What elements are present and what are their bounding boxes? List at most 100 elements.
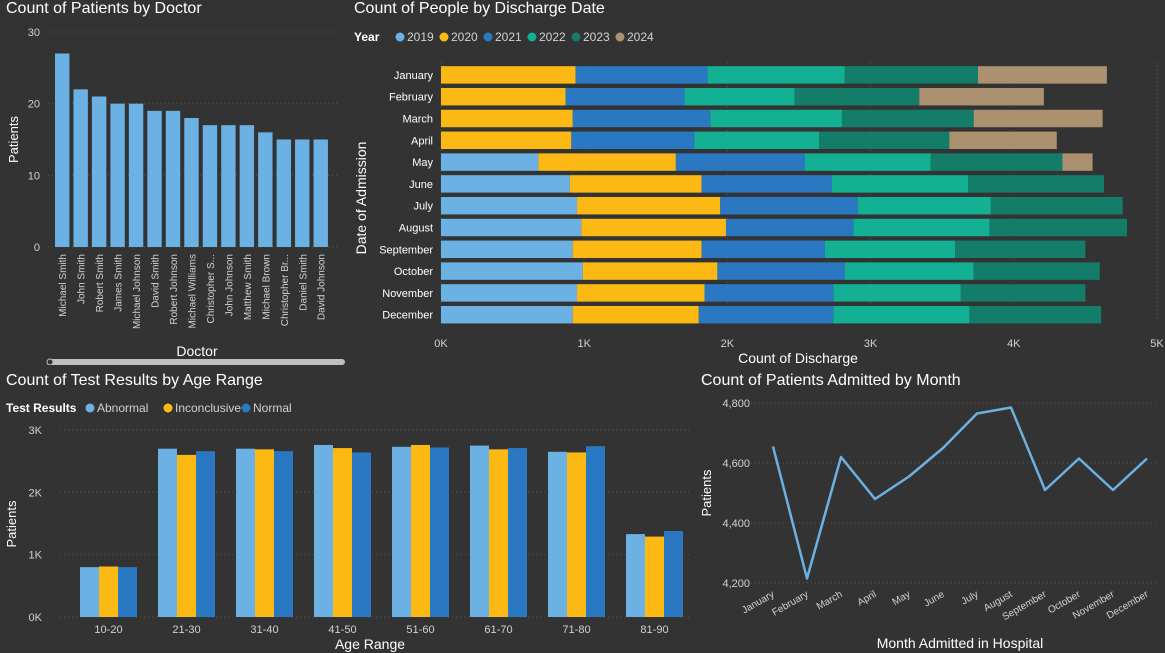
doctor-bar-john-smith (73, 89, 88, 247)
doctor-ytick-label: 10 (28, 170, 40, 182)
doctor-xtick-label: Christopher Br... (280, 254, 291, 326)
discharge-bar-january-2024 (978, 66, 1107, 84)
age-bar-41-50-normal (352, 452, 371, 617)
discharge-bar-february-2022 (684, 87, 795, 106)
discharge-bar-august-2021 (725, 218, 854, 237)
discharge-bar-november-2020 (577, 284, 705, 302)
age-bar-81-90-normal (664, 530, 683, 617)
discharge-ytick-label: June (409, 179, 433, 191)
discharge-bar-july-2021 (720, 196, 858, 215)
discharge-bar-april-2020 (441, 131, 572, 150)
doctor-xtick-label: Michael Brown (261, 254, 272, 320)
discharge-legend-label-2022: 2022 (539, 30, 566, 44)
discharge-bar-june-2020 (569, 175, 702, 193)
doctor-bar-michael-johnson (128, 103, 144, 248)
discharge-bar-november-2019 (441, 284, 578, 302)
discharge-bar-may-2021 (675, 153, 805, 171)
doctor-bar-michael-brown (258, 132, 273, 247)
doctor-bar-james-smith (110, 103, 125, 248)
discharge-x-axis-title: Count of Discharge (738, 350, 858, 366)
discharge-bar-december-2021 (698, 305, 834, 324)
discharge-ytick-label: October (394, 266, 433, 278)
doctor-chart: 0 10 20 30 Michael Smith John Smith Robert Smi… (6, 27, 345, 365)
doctor-y-axis-title: Patients (6, 116, 21, 163)
doctor-bar-daniel-smith (295, 139, 310, 247)
discharge-legend-label-2023: 2023 (583, 30, 610, 44)
discharge-bar-october-2021 (717, 262, 845, 280)
discharge-xtick-label: 0K (434, 338, 448, 350)
doctor-ytick-label: 20 (28, 99, 40, 111)
discharge-legend-title: Year (354, 30, 380, 44)
discharge-ytick-label: September (379, 244, 433, 256)
doctor-xtick-label: Michael Smith (58, 254, 69, 317)
age-y-axis-title: Patients (4, 500, 19, 547)
discharge-ytick-label: November (382, 288, 433, 300)
discharge-legend-marker-2022 (527, 32, 537, 42)
doctor-bar-robert-smith (91, 96, 107, 247)
doctor-xtick-label: David Smith (151, 254, 162, 308)
discharge-bar-december-2020 (572, 305, 699, 324)
discharge-bar-june-2021 (701, 175, 832, 193)
doctor-ytick-label: 30 (28, 27, 40, 39)
month-xtick-label: January (740, 589, 776, 616)
discharge-bar-june-2019 (441, 175, 570, 193)
age-chart-panel: Count of Test Results by Age Range Test … (0, 370, 700, 653)
discharge-ytick-label: March (402, 114, 433, 126)
doctor-xtick-label: Matthew Smith (243, 254, 254, 320)
doctor-bar-michael-williams (184, 118, 199, 247)
doctor-scrollbar (50, 359, 345, 365)
month-chart-panel: Count of Patients Admitted by Month 4,20… (695, 370, 1165, 653)
discharge-bar-may-2024 (1062, 153, 1093, 171)
discharge-bar-june-2022 (831, 175, 968, 193)
discharge-legend-marker-2020 (439, 32, 449, 42)
discharge-chart-panel: Count of People by Discharge Date Year 20… (350, 0, 1165, 370)
age-xtick-label: 81-90 (640, 624, 668, 636)
age-xtick-label: 61-70 (484, 624, 512, 636)
discharge-chart-title: Count of People by Discharge Date (354, 0, 605, 17)
discharge-bar-september-2021 (701, 240, 825, 259)
discharge-ytick-label: August (399, 223, 433, 235)
age-legend-label-abnormal: Abnormal (97, 401, 148, 415)
discharge-legend-label-2021: 2021 (495, 30, 522, 44)
discharge-bar-march-2024 (973, 109, 1103, 128)
month-xtick-label: June (922, 589, 947, 610)
age-bar-51-60-abnormal (392, 446, 411, 617)
doctor-xtick-label: Robert Johnson (169, 254, 180, 325)
doctor-scrollbar-handle (46, 358, 54, 365)
discharge-legend-label-2020: 2020 (451, 30, 478, 44)
age-legend-label-inconclusive: Inconclusive (175, 401, 241, 415)
month-ytick-label: 4,800 (722, 398, 750, 410)
discharge-bar-february-2024 (919, 87, 1044, 106)
doctor-xtick-label: John Smith (77, 254, 88, 304)
discharge-bar-july-2023 (990, 196, 1123, 215)
age-bar-81-90-abnormal (626, 534, 645, 617)
doctor-x-axis-title: Doctor (176, 343, 218, 359)
age-xtick-label: 31-40 (250, 624, 278, 636)
discharge-legend-label-2019: 2019 (407, 30, 434, 44)
month-ytick-label: 4,200 (722, 578, 750, 590)
discharge-bar-march-2020 (441, 109, 573, 128)
discharge-bar-december-2019 (441, 305, 573, 324)
doctor-xtick-label: Daniel Smith (298, 254, 309, 311)
discharge-legend-label-2024: 2024 (627, 30, 654, 44)
discharge-bar-april-2024 (949, 131, 1057, 150)
discharge-bar-july-2022 (857, 196, 991, 215)
discharge-bar-january-2020 (441, 66, 576, 84)
age-bar-51-60-inconclusive (411, 444, 430, 617)
discharge-bar-april-2021 (571, 131, 695, 150)
doctor-xtick-label: John Johnson (224, 254, 235, 316)
discharge-bar-march-2022 (710, 109, 842, 128)
age-bar-61-70-abnormal (470, 445, 489, 617)
age-bar-31-40-inconclusive (255, 449, 274, 617)
doctor-bar-christopher-s (202, 125, 218, 247)
age-bar-10-20-inconclusive (99, 566, 118, 617)
discharge-bar-june-2023 (967, 175, 1105, 193)
doctor-chart-title: Count of Patients by Doctor (6, 0, 202, 17)
discharge-xtick-label: 3K (864, 338, 878, 350)
discharge-bar-december-2023 (969, 305, 1102, 324)
month-x-axis-title: Month Admitted in Hospital (877, 635, 1044, 651)
doctor-bar-david-smith (147, 110, 162, 247)
month-ytick-label: 4,400 (722, 518, 750, 530)
discharge-y-axis-title: Date of Admission (353, 142, 369, 255)
